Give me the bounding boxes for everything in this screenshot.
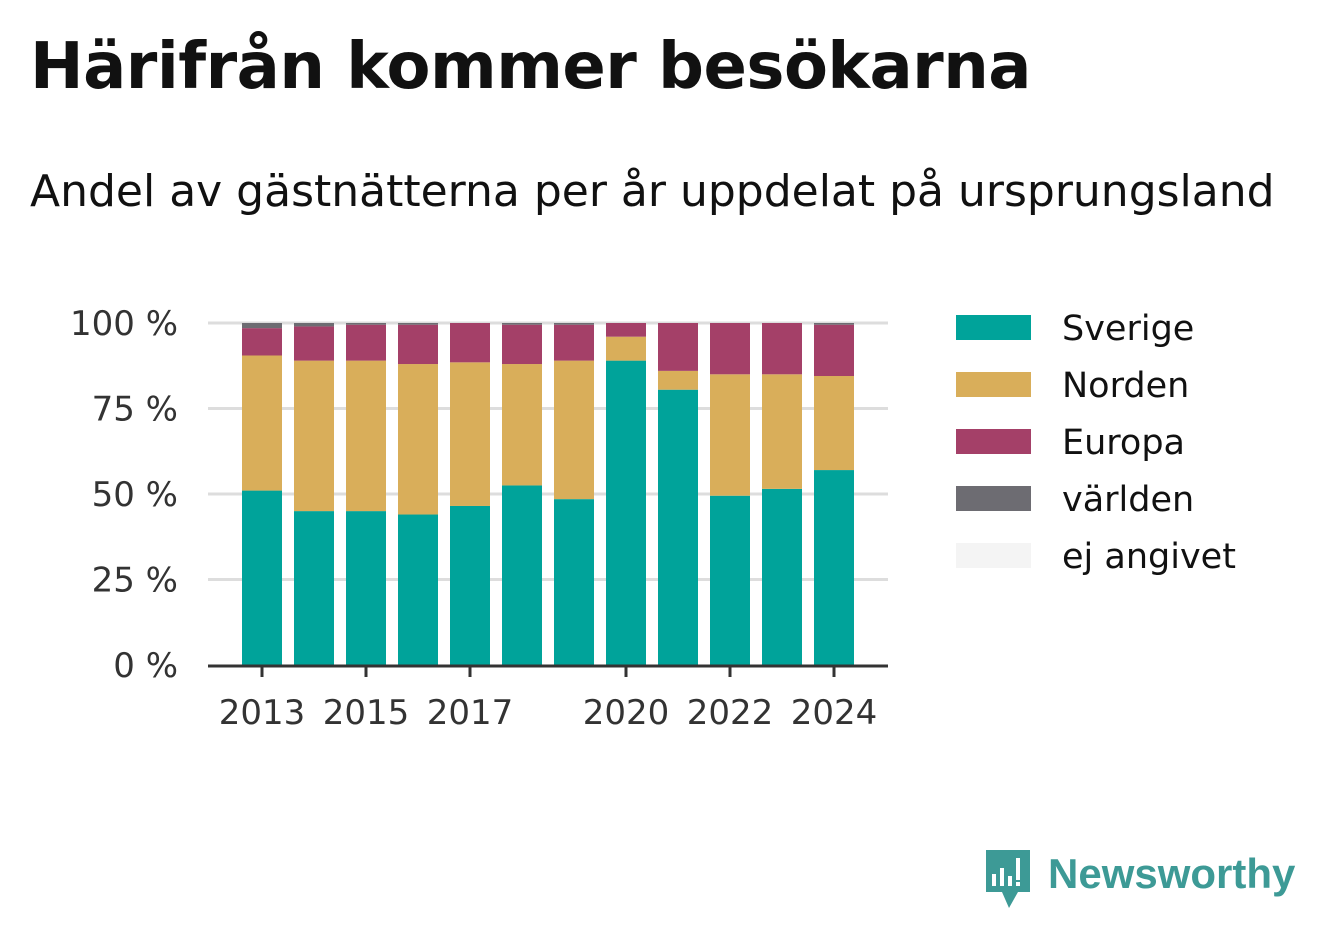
bar-segment-världen <box>502 323 542 325</box>
y-tick-label: 100 % <box>70 304 178 344</box>
logo-bar-4 <box>1016 858 1020 880</box>
bar-segment-Norden <box>242 355 282 491</box>
bars <box>242 323 854 665</box>
bar-segment-Europa <box>450 323 490 363</box>
bar-segment-Europa <box>710 323 750 375</box>
logo-bar-2 <box>1000 868 1004 886</box>
bar-segment-Europa <box>294 326 334 361</box>
bar-segment-Norden <box>294 360 334 512</box>
bar-segment-Norden <box>710 374 750 496</box>
bar-segment-Europa <box>606 323 646 337</box>
bar-segment-Sverige <box>398 514 438 665</box>
legend-label: Sverige <box>1062 309 1194 349</box>
bar-segment-världen <box>346 323 386 325</box>
axes: 0 % 25 % 50 % 75 % 100 % 2013 2015 2017 2020 2022… <box>70 304 888 733</box>
bar-segment-världen <box>554 323 594 325</box>
legend: Sverige Norden Europa världen ej angivet <box>956 309 1236 577</box>
bar-segment-Europa <box>814 324 854 377</box>
x-tick-label: 2024 <box>791 693 878 733</box>
bar-segment-världen <box>242 323 282 329</box>
bar-segment-Norden <box>814 376 854 471</box>
legend-swatch <box>956 315 1031 340</box>
brand-name: Newsworthy <box>1048 850 1296 897</box>
legend-label: världen <box>1062 480 1194 520</box>
bar-segment-Europa <box>554 324 594 361</box>
legend-label: Norden <box>1062 366 1189 406</box>
bar-segment-Europa <box>762 323 802 375</box>
bar-segment-Norden <box>398 364 438 515</box>
legend-swatch <box>956 543 1031 568</box>
bar-segment-Norden <box>762 374 802 489</box>
logo-bar-5 <box>1016 882 1020 886</box>
bar-segment-Norden <box>554 360 594 500</box>
x-tick-label: 2020 <box>583 693 670 733</box>
bar-segment-Sverige <box>554 499 594 665</box>
x-tick-label: 2015 <box>323 693 410 733</box>
bar-segment-Norden <box>658 370 698 390</box>
legend-swatch <box>956 372 1031 397</box>
x-tick-label: 2022 <box>687 693 774 733</box>
y-tick-label: 50 % <box>92 475 178 515</box>
bar-segment-Sverige <box>294 511 334 665</box>
bar-segment-Sverige <box>346 511 386 665</box>
logo-bar-1 <box>992 874 996 886</box>
bar-segment-världen <box>814 323 854 325</box>
bar-segment-Sverige <box>762 488 802 665</box>
legend-label: Europa <box>1062 423 1185 463</box>
bar-segment-Europa <box>242 328 282 356</box>
bar-segment-Sverige <box>606 360 646 665</box>
bar-segment-Europa <box>346 324 386 361</box>
bar-segment-Sverige <box>814 470 854 665</box>
bar-segment-Norden <box>450 362 490 506</box>
y-tick-label: 25 % <box>92 561 178 601</box>
brand-logo: Newsworthy <box>986 850 1296 908</box>
bar-segment-Sverige <box>502 485 542 665</box>
bar-segment-Europa <box>398 324 438 365</box>
bar-segment-Sverige <box>658 389 698 665</box>
legend-label: ej angivet <box>1062 537 1236 577</box>
legend-swatch <box>956 486 1031 511</box>
bar-segment-Sverige <box>710 495 750 665</box>
logo-bar-3 <box>1008 876 1012 886</box>
y-tick-label: 0 % <box>113 646 178 686</box>
bar-segment-Sverige <box>242 490 282 665</box>
chart-subtitle: Andel av gästnätterna per år uppdelat på… <box>30 166 1275 217</box>
chart-title: Härifrån kommer besökarna <box>30 30 1031 104</box>
bar-segment-Europa <box>502 324 542 365</box>
bar-segment-världen <box>398 323 438 325</box>
bar-segment-Norden <box>502 364 542 486</box>
x-tick-label: 2017 <box>427 693 514 733</box>
bar-segment-Europa <box>658 323 698 371</box>
bar-segment-Norden <box>606 336 646 361</box>
bar-segment-Norden <box>346 360 386 512</box>
bar-segment-Sverige <box>450 505 490 665</box>
bar-segment-världen <box>294 323 334 327</box>
x-tick-label: 2013 <box>219 693 306 733</box>
y-tick-label: 75 % <box>92 390 178 430</box>
legend-swatch <box>956 429 1031 454</box>
